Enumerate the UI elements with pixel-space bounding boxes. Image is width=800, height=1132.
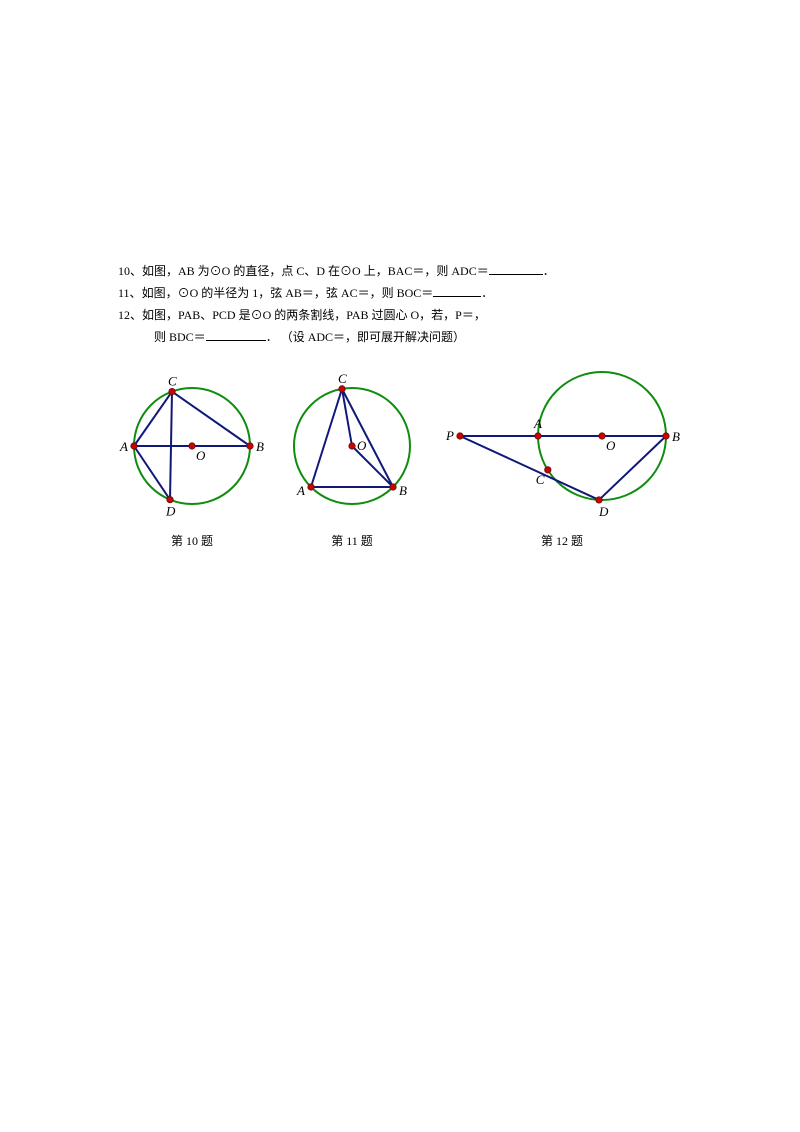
- q10-blank: [489, 262, 543, 275]
- figures-row: A B C D O 第 10 题 A B C O 第 11 题 P A B C D O 第 12 题: [112, 366, 720, 549]
- q12-line2-after: ． （设 ADC＝，即可展开解决问题）: [266, 330, 465, 344]
- svg-text:B: B: [256, 439, 264, 454]
- svg-text:B: B: [399, 483, 407, 498]
- question-11: 11、如图，⊙O 的半径为 1，弦 AB＝，弦 AC＝，则 BOC＝ ．: [118, 282, 720, 304]
- q11-text-before: 如图，⊙O 的半径为 1，弦 AB＝，弦 AC＝，则 BOC＝: [142, 286, 434, 300]
- svg-text:A: A: [533, 416, 542, 431]
- svg-text:A: A: [296, 483, 305, 498]
- figure-11-svg: A B C O: [272, 366, 432, 526]
- q10-text-after: ．: [543, 264, 555, 278]
- svg-text:D: D: [165, 504, 176, 519]
- q11-blank: [433, 284, 481, 297]
- q12-number: 12、: [118, 308, 142, 322]
- svg-text:O: O: [357, 438, 367, 453]
- q12-line2-before: 则 BDC＝: [154, 330, 206, 344]
- svg-text:O: O: [606, 438, 616, 453]
- q12-blank: [206, 328, 266, 341]
- svg-text:O: O: [196, 448, 206, 463]
- q12-line1-text: 如图，PAB、PCD 是⊙O 的两条割线，PAB 过圆心 O，若，P＝，: [142, 308, 486, 322]
- figure-12: P A B C D O 第 12 题: [432, 366, 692, 549]
- q11-text-after: ．: [481, 286, 493, 300]
- figure-10: A B C D O 第 10 题: [112, 366, 272, 549]
- question-12-line2: 则 BDC＝ ． （设 ADC＝，即可展开解决问题）: [118, 326, 720, 348]
- svg-text:C: C: [338, 371, 347, 386]
- question-12-line1: 12、如图，PAB、PCD 是⊙O 的两条割线，PAB 过圆心 O，若，P＝，: [118, 304, 720, 326]
- figure-11-caption: 第 11 题: [331, 532, 373, 549]
- svg-text:A: A: [119, 439, 128, 454]
- svg-text:C: C: [536, 472, 545, 487]
- figure-10-caption: 第 10 题: [171, 532, 213, 549]
- q10-text-before: 如图，AB 为⊙O 的直径，点 C、D 在⊙O 上，BAC＝，则 ADC＝: [142, 264, 489, 278]
- q10-number: 10、: [118, 264, 142, 278]
- figure-12-caption: 第 12 题: [541, 532, 583, 549]
- figure-10-svg: A B C D O: [112, 366, 272, 526]
- svg-text:D: D: [598, 504, 609, 519]
- svg-text:C: C: [168, 374, 177, 389]
- question-10: 10、如图，AB 为⊙O 的直径，点 C、D 在⊙O 上，BAC＝，则 ADC＝…: [118, 260, 720, 282]
- svg-text:B: B: [672, 429, 680, 444]
- figure-12-svg: P A B C D O: [432, 366, 692, 526]
- q11-number: 11、: [118, 286, 142, 300]
- svg-text:P: P: [445, 428, 454, 443]
- figure-11: A B C O 第 11 题: [272, 366, 432, 549]
- content-area: 10、如图，AB 为⊙O 的直径，点 C、D 在⊙O 上，BAC＝，则 ADC＝…: [0, 0, 800, 549]
